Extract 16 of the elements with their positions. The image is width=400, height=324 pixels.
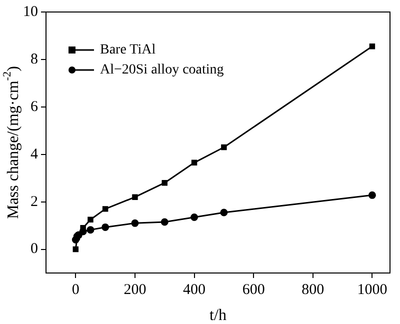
x-tick-label: 1000: [357, 282, 388, 298]
y-tick-label: 2: [30, 194, 38, 210]
y-tick-label: 8: [30, 51, 38, 68]
y-axis-title: Mass change/(mg·cm-2): [2, 66, 22, 219]
x-axis-title: t/h: [210, 307, 226, 324]
y-tick-label: 6: [30, 98, 38, 115]
y-tick-label: 4: [30, 146, 38, 162]
x-tick-label: 600: [242, 282, 265, 298]
x-tick-label: 200: [124, 282, 146, 298]
x-tick-label: 400: [183, 282, 206, 298]
y-tick-label: 0: [30, 241, 38, 258]
legend-label: Al−20Si alloy coating: [100, 62, 224, 78]
y-tick-label: 10: [23, 4, 38, 20]
x-tick-label: 800: [302, 282, 324, 298]
x-tick-label: 0: [72, 282, 80, 298]
legend-label: Bare TiAl: [100, 42, 156, 58]
